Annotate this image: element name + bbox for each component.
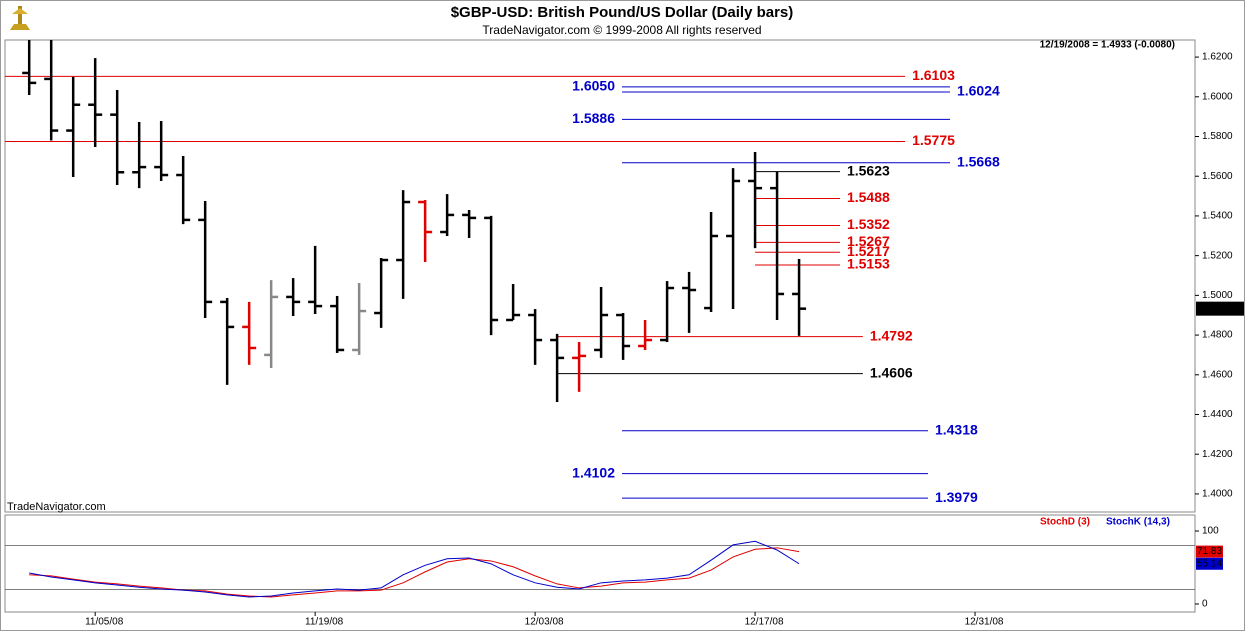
last-price-tag	[1196, 301, 1244, 316]
stoch-line	[29, 547, 800, 598]
y-tick-label: 1.5600	[1202, 171, 1233, 182]
level-label: 1.3979	[935, 489, 978, 505]
legend-entry: StochK (14,3)	[1106, 517, 1170, 528]
watermark: TradeNavigator.com	[7, 501, 106, 513]
level-label: 1.4792	[870, 327, 913, 343]
x-tick-label: 12/31/08	[965, 617, 1004, 628]
stoch-line	[29, 540, 800, 598]
level-label: 1.5488	[847, 189, 890, 205]
info: 12/19/2008 = 1.4933 (-0.0080)	[1040, 40, 1175, 51]
legend-entry: StochD (3)	[1040, 517, 1090, 528]
logo	[10, 6, 30, 30]
level-label: 1.5267	[847, 233, 890, 249]
y-tick-label: 1.5800	[1202, 131, 1233, 142]
x-tick-label: 12/03/08	[525, 617, 564, 628]
level-label: 1.6103	[912, 67, 955, 83]
level-label: 1.5217	[847, 243, 890, 259]
level-label: 1.4318	[935, 421, 978, 437]
y-tick-label: 1.5200	[1202, 250, 1233, 261]
x-tick-label: 11/05/08	[85, 617, 124, 628]
level-label: 1.5623	[847, 162, 890, 178]
level-label: 1.4102	[572, 464, 615, 480]
value-tag	[1196, 545, 1223, 558]
y-tick-label: 1.4000	[1202, 489, 1233, 500]
x-tick-label: 12/17/08	[745, 617, 784, 628]
chart-subtitle: TradeNavigator.com © 1999-2008 All right…	[482, 23, 761, 37]
level-label: 1.5352	[847, 216, 890, 232]
y-tick-label: 0	[1202, 599, 1208, 610]
main-marks	[5, 40, 950, 499]
value-tag-label: 71.83	[1197, 546, 1222, 557]
main-plot	[4, 39, 1196, 513]
level-label: 1.5668	[957, 153, 1000, 169]
y-tick-label: 1.4200	[1202, 449, 1233, 460]
chart-title: $GBP-USD: British Pound/US Dollar (Daily…	[451, 4, 794, 21]
level-label: 1.5886	[572, 110, 615, 126]
value-tag	[1196, 557, 1223, 570]
y-tick-label: 1.4600	[1202, 369, 1233, 380]
level-label: 1.6050	[572, 78, 615, 94]
y-tick-label: 1.6200	[1202, 52, 1233, 63]
x-tick-label: 11/19/08	[305, 617, 344, 628]
level-label: 1.6024	[957, 83, 1000, 99]
y-tick-label: 1.4800	[1202, 330, 1233, 341]
level-label: 1.5775	[912, 132, 955, 148]
y-tick-label: 1.6000	[1202, 91, 1233, 102]
y-tick-label: 1.4400	[1202, 409, 1233, 420]
value-tag-label: 55.14	[1197, 558, 1222, 569]
y-tick-label: 1.5000	[1202, 290, 1233, 301]
level-label: 1.4606	[870, 364, 913, 380]
level-label: 1.5153	[847, 256, 890, 272]
last-price-label: 1.4933	[1199, 303, 1230, 314]
stoch-plot	[4, 514, 1196, 613]
y-tick-label: 100	[1202, 526, 1219, 537]
y-tick-label: 1.5400	[1202, 211, 1233, 222]
